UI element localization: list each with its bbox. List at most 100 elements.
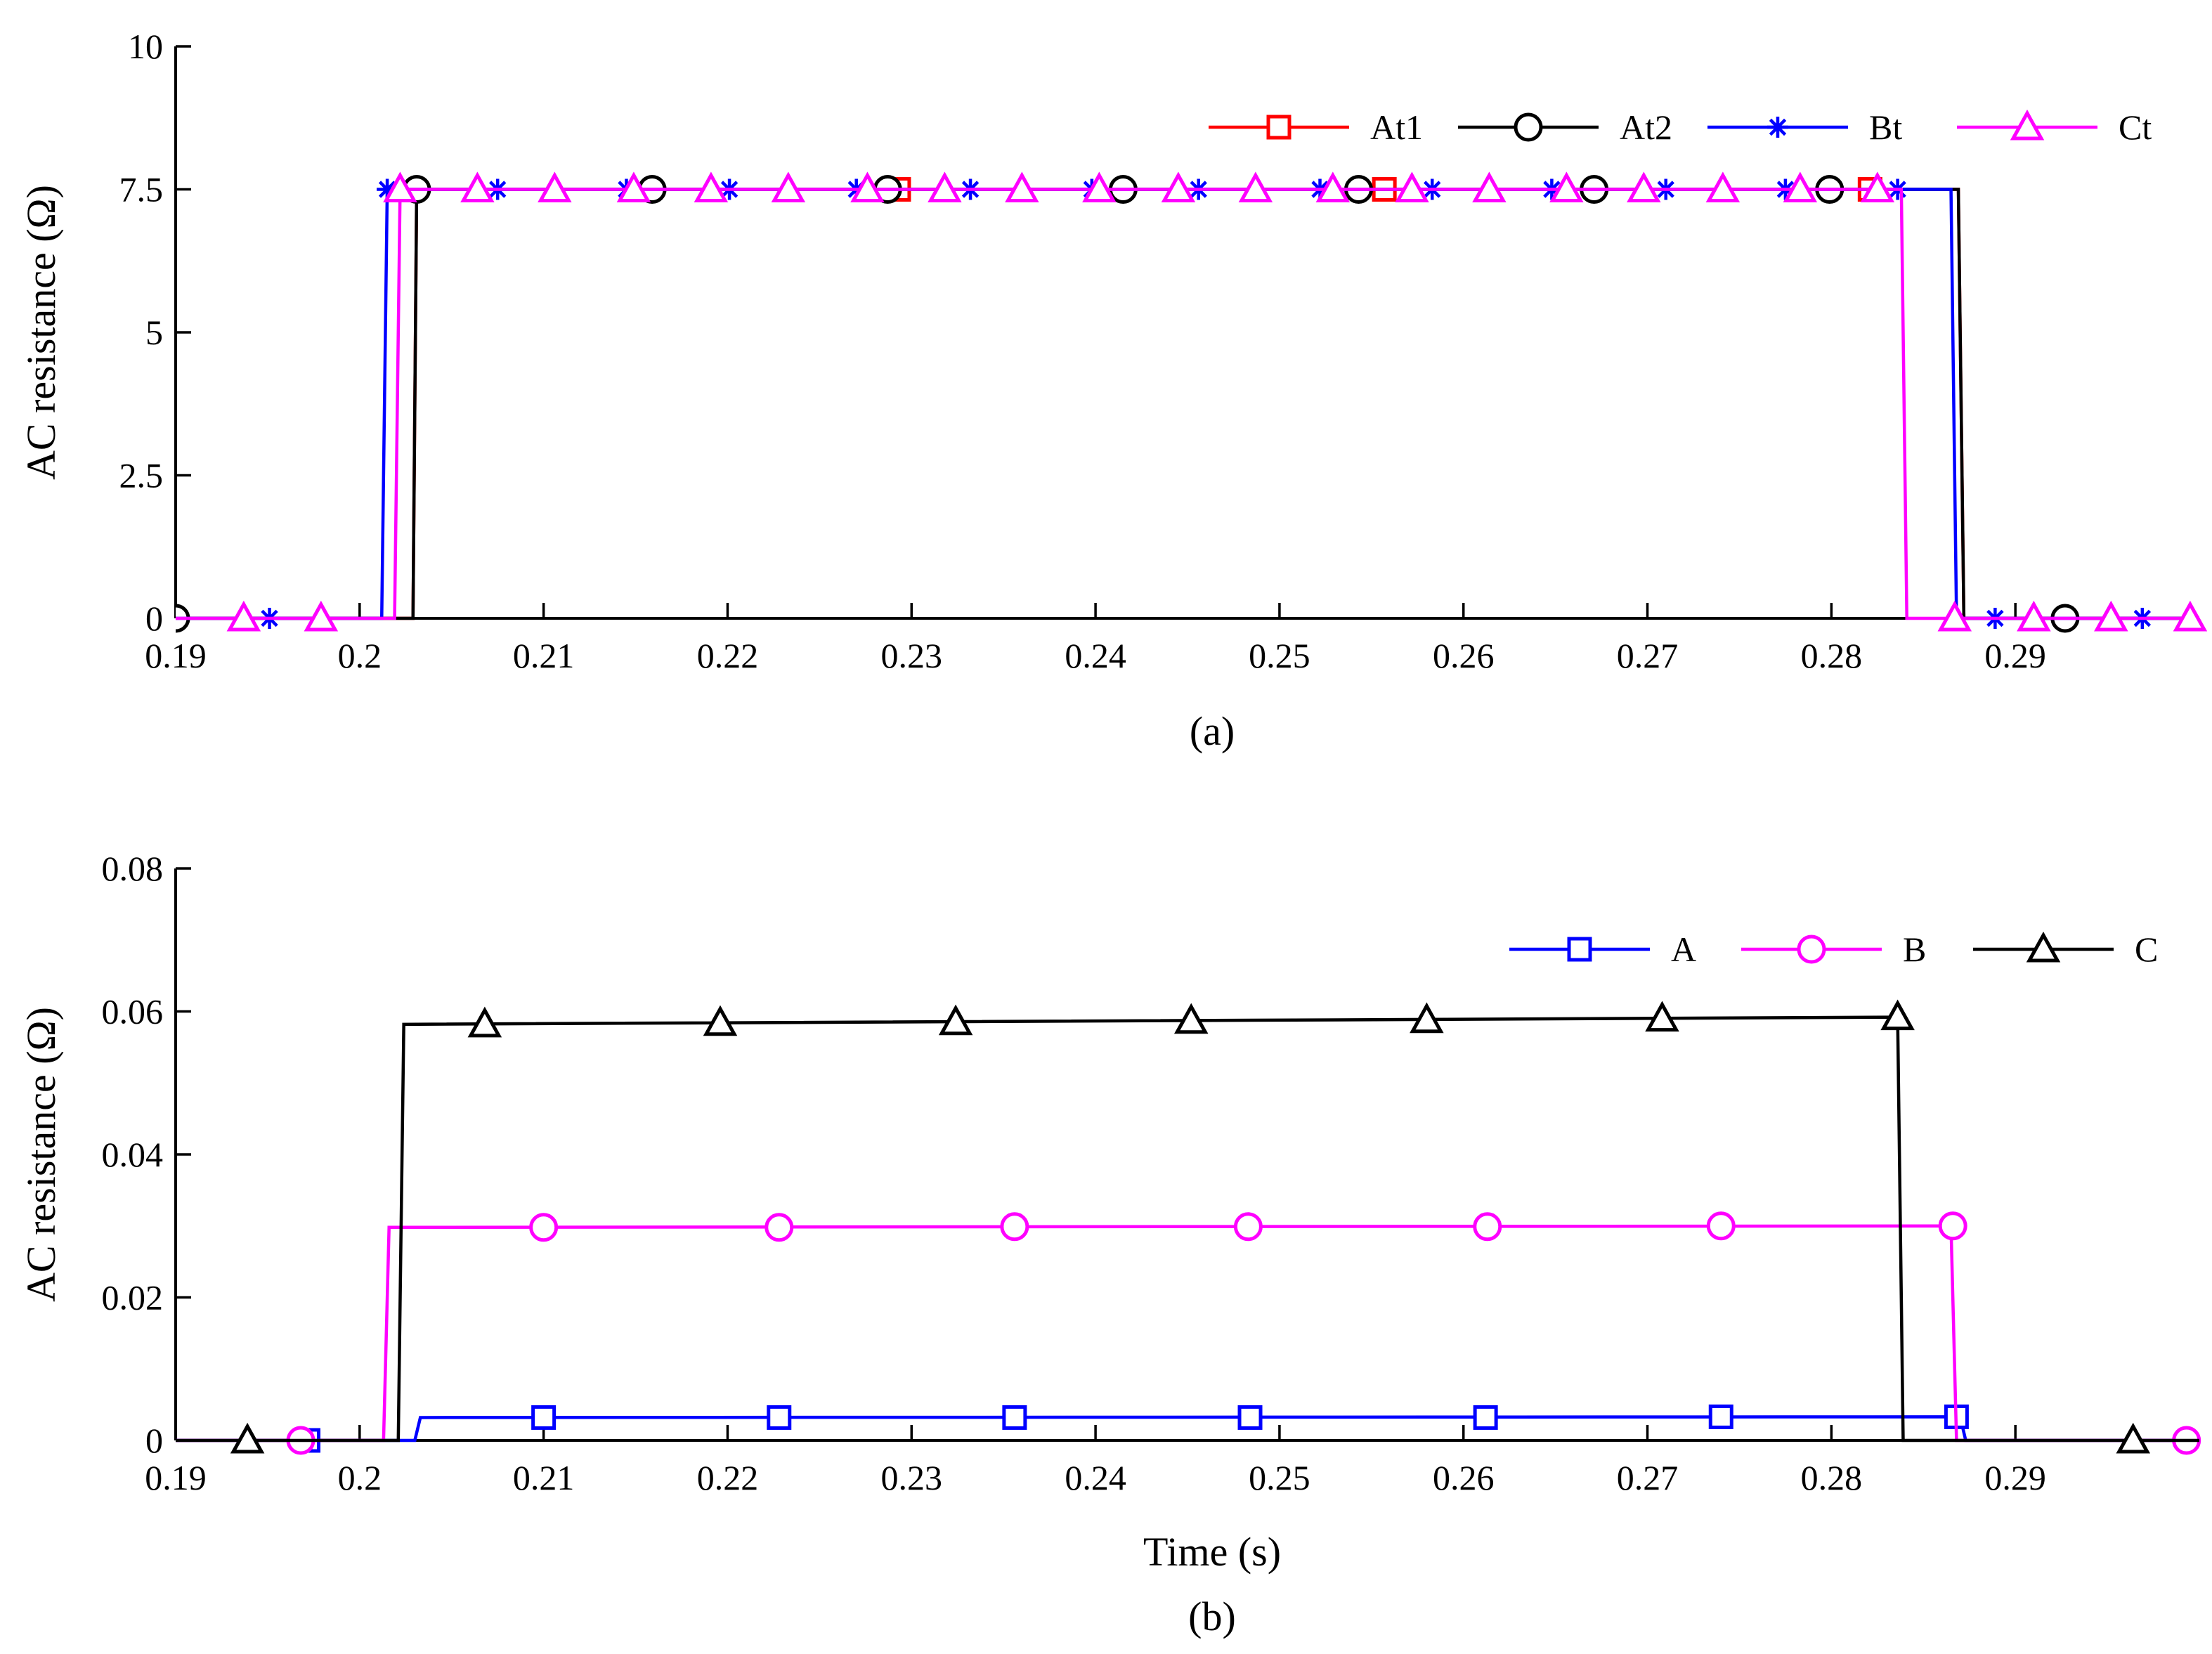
legend-label: A [1671, 930, 1696, 969]
data-point-Ct [2017, 600, 2051, 632]
x-tick-label: 0.23 [881, 636, 943, 675]
y-axis-title: AC resistance (Ω) [18, 185, 64, 480]
x-axis-title: Time (s) [1143, 1529, 1281, 1575]
legend-item-Ct: Ct [1957, 108, 2152, 147]
data-point-Ct [2094, 600, 2128, 632]
data-point-Ct [304, 600, 339, 632]
series-line-B [176, 1224, 2199, 1443]
data-point-B [1473, 1212, 1502, 1242]
legend-marker [2026, 931, 2061, 963]
series-line-C [176, 1015, 2199, 1443]
data-point-Ct [2173, 600, 2208, 632]
legend: At1 At2 Bt Ct [1209, 108, 2152, 147]
x-tick-label: 0.25 [1249, 636, 1310, 675]
y-tick-label: 0.08 [102, 849, 164, 888]
x-tick-label: 0.2 [338, 1458, 382, 1497]
x-tick-label: 0.25 [1249, 1458, 1310, 1497]
data-point-Ct [1161, 171, 1196, 202]
data-point-Ct [771, 171, 806, 202]
y-tick-label: 0 [145, 1421, 163, 1460]
data-point-Ct [226, 600, 261, 632]
legend-marker [1797, 935, 1826, 964]
data-point-C [230, 1422, 265, 1454]
data-point-Ct [1472, 171, 1507, 202]
series-line-At1 [176, 188, 2199, 620]
data-point-Ct [1082, 171, 1117, 202]
data-point-C [467, 1006, 502, 1038]
data-point-Ct [1395, 171, 1429, 202]
y-tick-label: 5 [145, 313, 163, 352]
series-At1 [176, 177, 2199, 620]
data-point-B [1706, 1211, 1736, 1241]
series-line-Ct [176, 188, 2199, 620]
x-tick-label: 0.26 [1433, 1458, 1495, 1497]
x-tick-label: 0.19 [145, 1458, 207, 1497]
y-tick-label: 10 [128, 27, 163, 66]
data-point-Ct [1005, 171, 1039, 202]
y-tick-label: 7.5 [119, 170, 164, 209]
series-Bt [176, 178, 2199, 629]
data-point-Ct [1783, 171, 1818, 202]
legend-label: B [1903, 930, 1926, 969]
x-tick-label: 0.23 [881, 1458, 943, 1497]
data-point-C [1645, 1001, 1679, 1032]
data-point-C [1173, 1003, 1209, 1034]
data-point-B [765, 1213, 794, 1242]
legend-marker [1266, 115, 1292, 140]
x-tick-label: 0.24 [1065, 636, 1126, 675]
legend-label: C [2135, 930, 2158, 969]
data-point-A [1473, 1405, 1498, 1430]
legend-item-At1: At1 [1209, 108, 1423, 147]
y-tick-label: 0.06 [102, 992, 164, 1031]
panel-caption: (b) [1188, 1594, 1236, 1639]
legend-marker [1514, 112, 1543, 142]
x-tick-label: 0.27 [1617, 1458, 1679, 1497]
series-Ct [176, 171, 2208, 632]
data-point-Ct [538, 171, 572, 202]
x-tick-label: 0.21 [513, 636, 575, 675]
data-point-A [767, 1405, 792, 1430]
x-tick-label: 0.28 [1801, 636, 1863, 675]
x-tick-label: 0.21 [513, 1458, 575, 1497]
legend-item-At2: At2 [1458, 108, 1672, 147]
data-point-Ct [1238, 171, 1273, 202]
data-point-B [1938, 1211, 1967, 1241]
x-tick-label: 0.27 [1617, 636, 1679, 675]
y-tick-label: 0 [145, 599, 163, 638]
legend: A B C [1509, 930, 2158, 969]
x-tick-label: 0.22 [697, 1458, 759, 1497]
legend-item-A: A [1509, 930, 1696, 969]
data-point-Ct [1937, 600, 1972, 632]
y-axis-title: AC resistance (Ω) [18, 1007, 64, 1302]
data-point-Ct [1549, 171, 1584, 202]
series-At2 [176, 175, 2199, 633]
x-tick-label: 0.29 [1984, 1458, 2046, 1497]
legend-label: Bt [1869, 108, 1902, 147]
data-point-C [703, 1005, 738, 1036]
data-point-A [1002, 1405, 1027, 1430]
x-tick-label: 0.24 [1065, 1458, 1126, 1497]
legend-label: At2 [1620, 108, 1672, 147]
data-point-Ct [616, 171, 651, 202]
x-tick-label: 0.2 [338, 636, 382, 675]
legend-marker [2010, 109, 2045, 141]
x-tick-label: 0.28 [1801, 1458, 1863, 1497]
legend-label: At1 [1370, 108, 1423, 147]
panel-a: 0.19 0.2 0.21 0.22 0.23 0.24 0.25 0.26 0.27 0.28 0… [18, 27, 2208, 754]
data-point-Ct [1627, 171, 1661, 202]
data-point-B [1233, 1212, 1263, 1242]
panel-b: 0.19 0.2 0.21 0.22 0.23 0.24 0.25 0.26 0.27 0.28 0… [18, 849, 2201, 1639]
legend-marker [1567, 937, 1592, 962]
data-point-Ct [1315, 171, 1351, 202]
series-A [176, 1404, 2199, 1453]
data-point-A [1237, 1405, 1263, 1430]
legend-label: Ct [2119, 108, 2152, 147]
y-tick-label: 0.02 [102, 1278, 164, 1317]
series-line-Bt [176, 188, 2199, 620]
data-point-C [1410, 1002, 1444, 1034]
legend-marker [1767, 117, 1788, 138]
y-tick-label: 2.5 [119, 456, 164, 495]
data-point-B [1000, 1212, 1029, 1242]
y-tick-label: 0.04 [102, 1135, 164, 1174]
